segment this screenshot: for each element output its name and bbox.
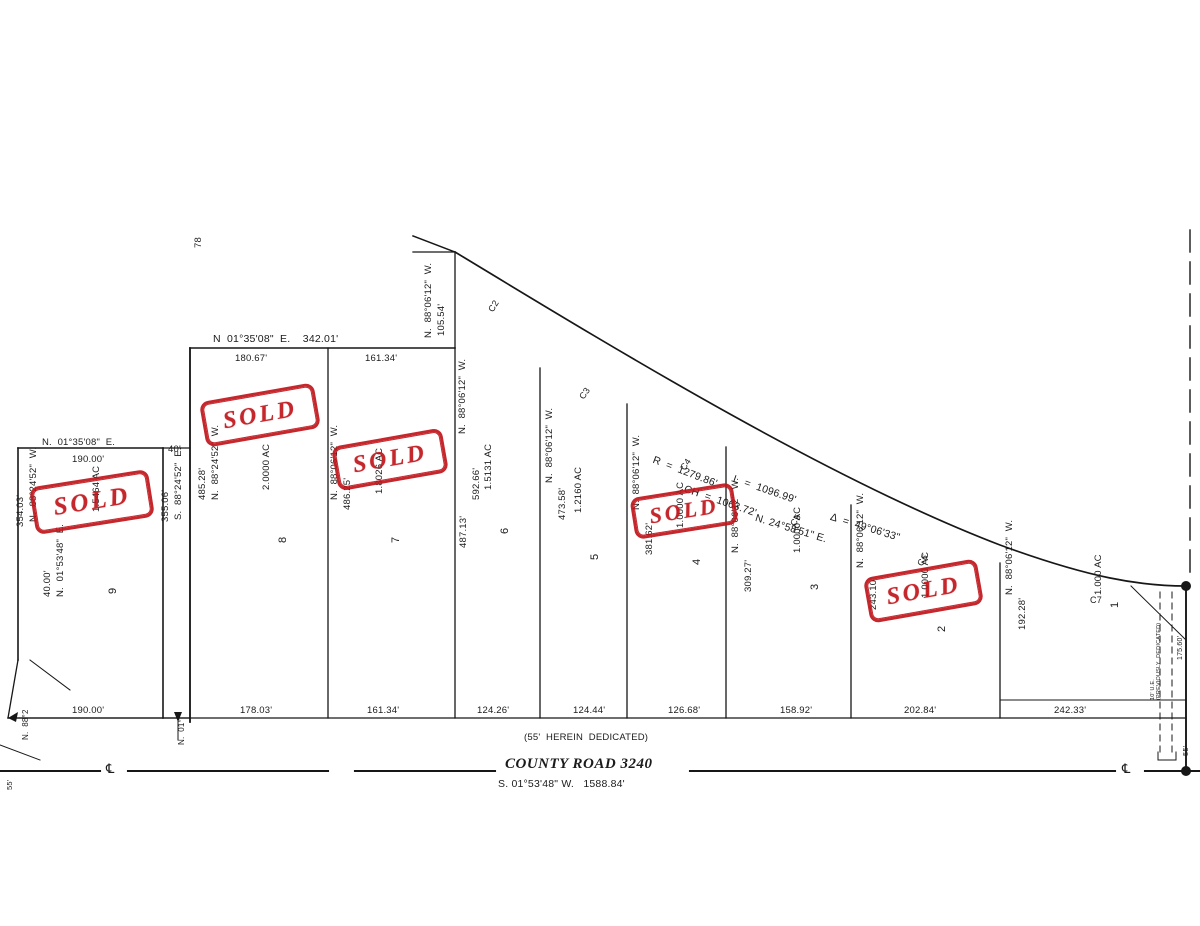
corner-monuments <box>1181 581 1191 776</box>
north-boundary-note: 78 <box>193 237 204 248</box>
strip-west-dim: 355.06' <box>160 489 171 522</box>
corner-cut-bearing: N. 01°53'48" E. <box>55 523 66 597</box>
lot9-frontage: 190.00' <box>72 705 105 716</box>
monument-se <box>1181 766 1191 776</box>
lot2-number: 2 <box>936 625 948 632</box>
lot4-frontage: 126.68' <box>668 705 701 716</box>
curve-boundary-arc <box>453 250 1187 587</box>
lot8-frontage: 178.03' <box>240 705 273 716</box>
leader-arrowheads <box>8 712 182 722</box>
north-jog-bearing: N. 88°06'12" W. <box>423 262 434 338</box>
west-55-label: 55' <box>5 779 14 790</box>
road-name: COUNTY ROAD 3240 <box>505 756 653 772</box>
northwest-tangent-line <box>412 235 456 253</box>
lot7-north-dim: 161.34' <box>365 353 398 364</box>
corner-cut-dim: 40.00' <box>42 570 53 597</box>
lot8-number: 8 <box>277 536 289 543</box>
lot2-frontage: 202.84' <box>904 705 937 716</box>
road-dedication-note: (55' HEREIN DEDICATED) <box>524 732 649 743</box>
strip-east-dim: 485.28' <box>197 467 208 500</box>
lot9-number: 9 <box>107 587 119 594</box>
lot6-west-dim: 592.66' <box>471 467 482 500</box>
lot3-west-dim: 309.27' <box>743 559 754 592</box>
lot9-west-dim: 354.03' <box>15 494 26 527</box>
lot9-corner-cut <box>7 659 19 719</box>
lot3-number: 3 <box>809 583 821 590</box>
lot5-west-dim: 473.58' <box>557 487 568 520</box>
strip-width-dim: 40' <box>168 444 181 455</box>
strip-leader-bearing: N. 01° <box>177 719 186 745</box>
lot6-frontage: 124.26' <box>477 705 510 716</box>
lot7-number: 7 <box>390 536 402 543</box>
north-boundary-bearing: N 01°35'08" E. 342.01' <box>213 333 339 345</box>
lot6-west-bearing: N. 88°06'12" W. <box>457 358 468 434</box>
lot6-west-dim2: 487.13' <box>458 515 469 548</box>
arrow-strip <box>174 712 182 722</box>
centerline-symbol-right: ℄ <box>1122 761 1131 776</box>
lot7-frontage: 161.34' <box>367 705 400 716</box>
east-55-label: 55' <box>1181 745 1190 756</box>
ue-leader-line <box>1130 585 1187 641</box>
monument-ne <box>1181 581 1191 591</box>
lot5-acreage: 1.2160 AC <box>573 466 584 513</box>
lot1-number: 1 <box>1109 601 1121 608</box>
centerline-symbol-left: ℄ <box>106 761 115 776</box>
leader-bottom-left <box>0 744 41 761</box>
lot1-frontage: 242.33' <box>1054 705 1087 716</box>
lot6-acreage: 1.5131 AC <box>483 443 494 490</box>
lot5-number: 5 <box>589 553 601 560</box>
lot5-west-bearing: N. 88°06'12" W. <box>544 407 555 483</box>
ue-note: 10' U.E. (PREVIOUSLY DEDICATED) <box>1150 622 1162 700</box>
ue-length: 175.60' <box>1177 635 1184 660</box>
lot8-acreage: 2.0000 AC <box>261 443 272 490</box>
lot9-north-bearing: N. 01°35'08" E. <box>42 437 116 448</box>
lot1-west-bearing: N. 88°06'12" W. <box>1004 519 1015 595</box>
strip-west-bearing: S. 88°24'52" E. <box>173 447 184 520</box>
leader-corner-cut <box>29 659 71 691</box>
lot1-west-dim: 192.28' <box>1017 597 1028 630</box>
lot6-number: 6 <box>499 527 511 534</box>
arrow-corner <box>8 712 18 722</box>
road-bearing: S. 01°53'48" W. 1588.84' <box>498 778 625 790</box>
lot5-frontage: 124.44' <box>573 705 606 716</box>
lot8-north-dim: 180.67' <box>235 353 268 364</box>
lot9-north-dim: 190.00' <box>72 454 105 465</box>
lot3-frontage: 158.92' <box>780 705 813 716</box>
curve-tag-c7: C7 <box>1090 595 1102 605</box>
lot4-number: 4 <box>691 558 703 565</box>
north-jog-dim: 105.54' <box>436 303 447 336</box>
lot1-acreage: 1.000 AC <box>1093 554 1104 595</box>
bottom-left-bearing: N. 88°2 <box>21 709 30 740</box>
ue-bracket <box>1157 751 1177 761</box>
